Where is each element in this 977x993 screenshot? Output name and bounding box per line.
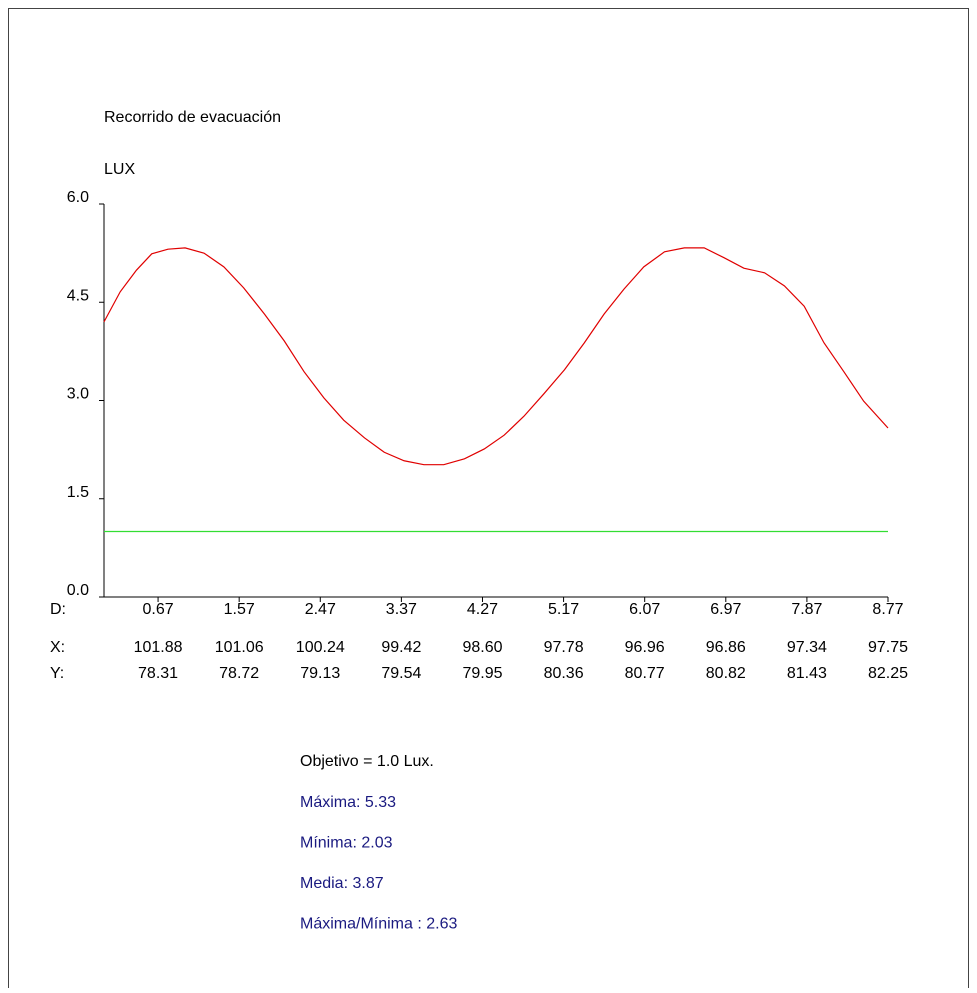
x-tick-label: 6.07 [629,601,660,618]
y-tick-label: 0.0 [67,582,89,599]
stat: Media: 3.87 [300,875,384,892]
data-line [103,247,889,466]
row-value: 79.13 [300,665,340,682]
row-value: 99.42 [381,639,421,656]
row-value: 78.72 [219,665,259,682]
row-value: 81.43 [787,665,827,682]
y-tick-label: 4.5 [67,287,89,304]
chart-title: Recorrido de evacuación [104,109,281,126]
x-tick-label: 0.67 [142,601,173,618]
stat: Máxima/Mínima : 2.63 [300,916,457,933]
row-value: 101.88 [134,639,183,656]
row-value: 97.34 [787,639,827,656]
stat: Mínima: 2.03 [300,835,393,852]
x-axis-label: D: [50,601,66,618]
y-tick-label: 3.0 [67,386,89,403]
row-value: 80.77 [625,665,665,682]
y-tick-label: 1.5 [67,484,89,501]
row-value: 78.31 [138,665,178,682]
x-tick-label: 3.37 [386,601,417,618]
y-tick-label: 6.0 [67,189,89,206]
x-tick-label: 5.17 [548,601,579,618]
x-tick-label: 8.77 [872,601,903,618]
row-value: 80.36 [544,665,584,682]
row-value: 100.24 [296,639,345,656]
x-tick-label: 6.97 [710,601,741,618]
x-tick-label: 1.57 [224,601,255,618]
stat: Máxima: 5.33 [300,794,396,811]
row-value: 97.78 [544,639,584,656]
row-value: 79.95 [462,665,502,682]
y-axis-label: LUX [104,161,135,178]
objective: Objetivo = 1.0 Lux. [300,753,434,770]
row-value: 98.60 [462,639,502,656]
x-tick-label: 2.47 [305,601,336,618]
row-value: 96.86 [706,639,746,656]
row-value: 82.25 [868,665,908,682]
row-label: Y: [50,665,64,682]
row-label: X: [50,639,65,656]
x-tick-label: 4.27 [467,601,498,618]
row-value: 101.06 [215,639,264,656]
frame [8,8,969,993]
x-tick-label: 7.87 [791,601,822,618]
row-value: 97.75 [868,639,908,656]
row-value: 96.96 [625,639,665,656]
row-value: 80.82 [706,665,746,682]
row-value: 79.54 [381,665,421,682]
